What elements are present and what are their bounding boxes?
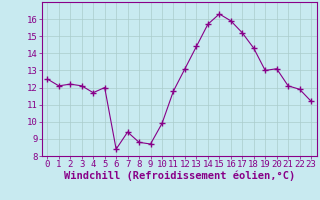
X-axis label: Windchill (Refroidissement éolien,°C): Windchill (Refroidissement éolien,°C)	[64, 171, 295, 181]
